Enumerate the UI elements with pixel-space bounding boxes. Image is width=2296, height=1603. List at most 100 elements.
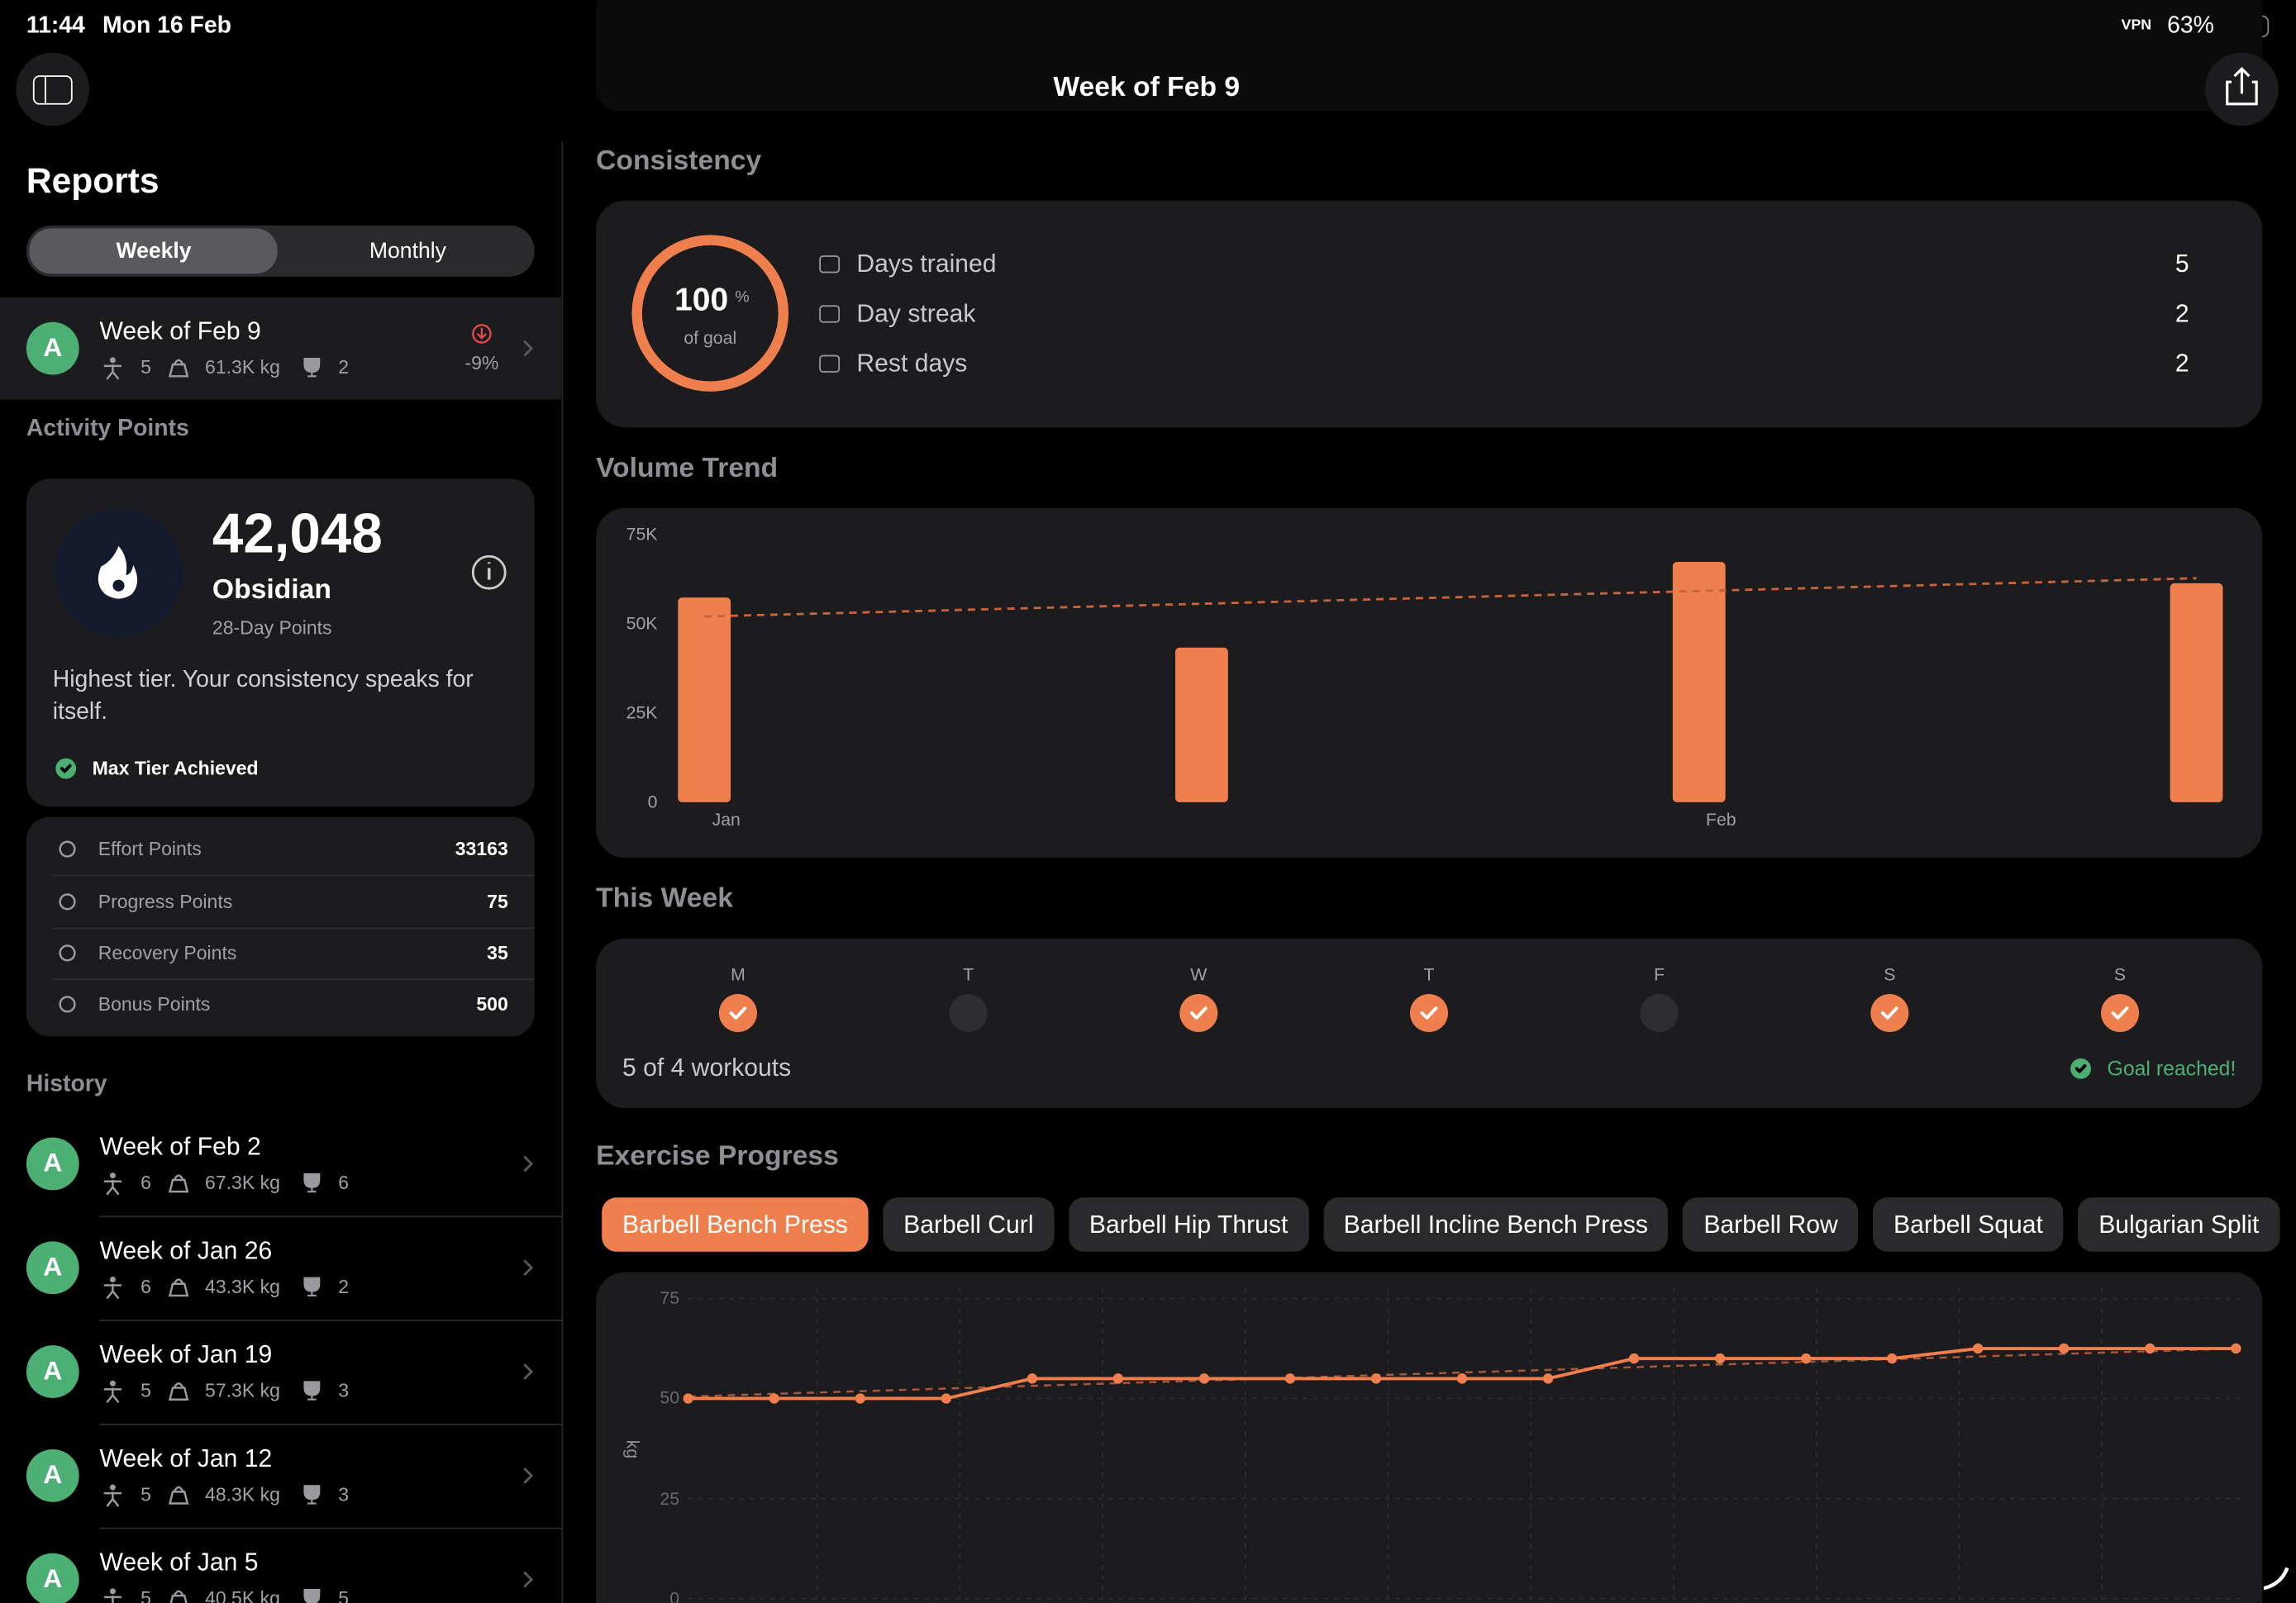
trophy-icon xyxy=(303,1381,321,1401)
status-date: Mon 16 Feb xyxy=(102,13,231,39)
bar xyxy=(2170,583,2223,802)
day-letter: T xyxy=(963,964,974,985)
exercise-chip[interactable]: Barbell Squat xyxy=(1873,1197,2064,1252)
exercise-chip[interactable]: Bulgarian Split xyxy=(2078,1197,2280,1252)
trophy-icon xyxy=(303,1173,321,1193)
change-icon xyxy=(476,327,488,340)
week-title[interactable]: Week of Jan 19 xyxy=(99,1340,273,1369)
section-heading: Consistency xyxy=(596,145,762,177)
flame-icon xyxy=(98,545,138,599)
status-time: 11:44 xyxy=(26,13,85,39)
y-tick-label: 50K xyxy=(626,612,658,634)
flame-core xyxy=(112,579,125,592)
kettlebell-icon xyxy=(168,1278,189,1297)
check-icon xyxy=(729,1006,747,1020)
exercise-chip[interactable]: Barbell Hip Thrust xyxy=(1069,1197,1309,1252)
home-indicator xyxy=(2263,1567,2289,1591)
breakdown-icon xyxy=(59,996,76,1013)
history-row[interactable] xyxy=(0,1529,561,1603)
week-title[interactable]: Week of Jan 12 xyxy=(99,1444,273,1472)
check-icon xyxy=(1880,1006,1898,1020)
progress-point xyxy=(1284,1373,1296,1384)
day-done xyxy=(1409,993,1449,1033)
y-tick-label: 25K xyxy=(626,702,658,723)
volume-total: 43.3K kg xyxy=(205,1275,280,1298)
check-icon xyxy=(1189,1006,1208,1020)
bar xyxy=(1175,647,1228,802)
section-heading: This Week xyxy=(596,883,733,915)
section-heading: Exercise Progress xyxy=(596,1141,839,1173)
volume-total: 67.3K kg xyxy=(205,1171,280,1194)
section-heading: Volume Trend xyxy=(596,453,779,484)
week-title[interactable]: Week of Jan 26 xyxy=(99,1236,273,1265)
goal-percent: 100 xyxy=(674,280,729,318)
x-tick-label: Feb xyxy=(1705,809,1736,830)
current-week-row[interactable] xyxy=(0,297,561,400)
records-count: 3 xyxy=(338,1379,350,1401)
change-percent: -9% xyxy=(464,351,499,374)
exercise-chip[interactable]: Barbell Curl xyxy=(883,1197,1055,1252)
sidebar-icon xyxy=(32,75,73,105)
history-row[interactable] xyxy=(0,1112,561,1215)
breakdown-icon xyxy=(59,944,76,962)
bar xyxy=(678,597,731,802)
goal-caption: of goal xyxy=(684,327,737,349)
records-count: 2 xyxy=(338,1275,350,1298)
avatar xyxy=(26,1241,79,1295)
week-title[interactable]: Week of Feb 2 xyxy=(99,1132,261,1161)
progress-point xyxy=(1112,1373,1124,1384)
history-row[interactable] xyxy=(0,1425,561,1527)
info-button[interactable] xyxy=(471,554,507,590)
check-icon xyxy=(60,763,72,773)
trophy-icon xyxy=(303,1277,321,1296)
avatar xyxy=(26,1345,79,1398)
battery-level: 63% xyxy=(2167,13,2214,39)
stat-value: 2 xyxy=(2175,299,2189,328)
avatar-letter: A xyxy=(43,1148,63,1177)
person-icon xyxy=(103,1283,122,1300)
y-tick-label: 25 xyxy=(660,1487,680,1509)
progress-point xyxy=(1973,1343,1984,1354)
progress-point xyxy=(1370,1373,1382,1384)
week-summary: 5 of 4 workouts xyxy=(622,1054,792,1082)
sidebar-toggle-button[interactable] xyxy=(16,52,90,126)
avatar xyxy=(26,321,79,375)
tab-selected[interactable] xyxy=(29,228,278,274)
history-row[interactable] xyxy=(0,1216,561,1319)
avatar-letter: A xyxy=(43,332,63,362)
day-done xyxy=(1179,993,1218,1033)
exercise-chip[interactable]: Barbell Bench Press xyxy=(602,1197,869,1252)
progress-point xyxy=(941,1393,952,1404)
ring-progress xyxy=(631,235,789,392)
breakdown-value: 75 xyxy=(487,890,508,913)
stat-icon xyxy=(819,305,841,323)
workouts-count: 5 xyxy=(141,1483,151,1505)
avatar-letter: A xyxy=(43,1252,63,1282)
progress-point xyxy=(2231,1343,2241,1354)
person-icon xyxy=(103,1179,122,1196)
trend-line xyxy=(704,577,2197,618)
workouts-count: 5 xyxy=(141,1379,151,1401)
week-title[interactable]: Week of Feb 9 xyxy=(99,317,261,345)
history-row[interactable] xyxy=(0,1320,561,1423)
progress-point xyxy=(1542,1373,1554,1384)
tab-label[interactable]: Monthly xyxy=(369,238,446,264)
week-title[interactable]: Week of Jan 5 xyxy=(99,1548,259,1577)
exercise-chip[interactable]: Barbell Incline Bench Press xyxy=(1322,1197,1669,1252)
volume-total: 48.3K kg xyxy=(205,1483,280,1505)
stat-label: Day streak xyxy=(856,299,976,328)
person-icon xyxy=(109,1380,116,1387)
goal-status: Goal reached! xyxy=(2107,1056,2236,1080)
header-title: Week of Feb 9 xyxy=(1053,72,1241,104)
avatar xyxy=(26,1553,79,1603)
vpn-label: VPN xyxy=(2121,17,2152,34)
progress-point xyxy=(769,1393,779,1404)
tab-label[interactable]: Weekly xyxy=(116,238,192,264)
kettlebell-icon xyxy=(168,1382,189,1401)
person-icon xyxy=(103,1491,122,1507)
exercise-chip[interactable]: Barbell Row xyxy=(1683,1197,1859,1252)
chevron-icon xyxy=(523,1363,534,1380)
day-letter: W xyxy=(1190,964,1208,985)
y-tick-label: 0 xyxy=(647,792,658,812)
kettlebell-icon xyxy=(168,1174,189,1193)
